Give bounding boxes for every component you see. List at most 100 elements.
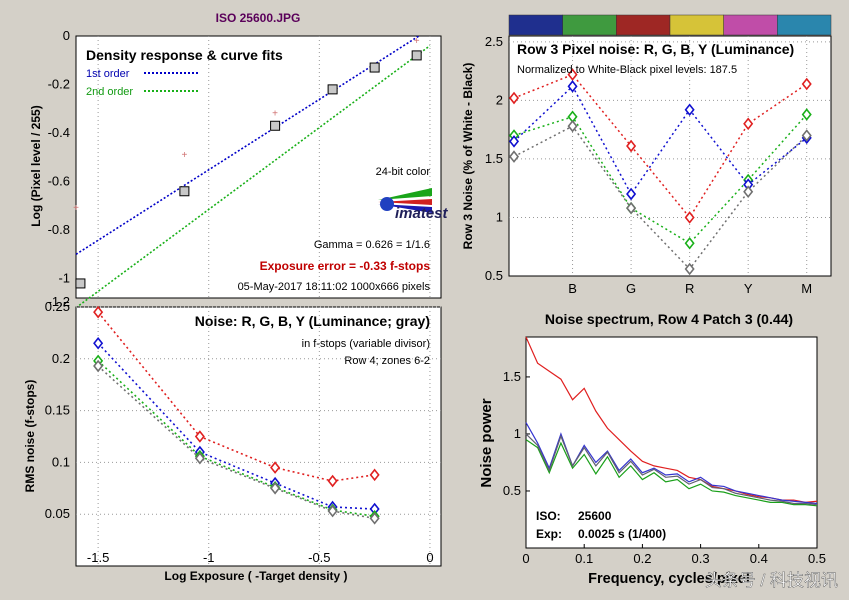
pixel-noise-point-r (801, 77, 812, 91)
patch-swatch (723, 14, 778, 36)
pixel-noise-point-r (508, 91, 520, 105)
pixel-noise-point-b (626, 187, 637, 201)
pixel-noise-grid (509, 36, 831, 276)
fit-2nd-order-line (75, 45, 431, 309)
noise-spectrum-xtick-label: 0.2 (633, 551, 651, 566)
density-panel: 0 -0.2 -0.4 -0.6 -0.8 -1 -1.2 + + + + Density res… (29, 28, 449, 309)
fstop-noise-ytick-label: 0.1 (52, 454, 70, 469)
measured-point (270, 120, 281, 131)
gamma-label: Gamma = 0.626 = 1/1.6 (314, 239, 430, 251)
pixel-noise-plot-area (508, 35, 832, 277)
watermark-text: 头条号 / 科技视讯 (705, 571, 838, 590)
noise-spectrum-ytick-label: 0.5 (503, 483, 521, 498)
noise-spectrum-xtick-label: 0.4 (750, 551, 768, 566)
pixel-noise-title: Row 3 Pixel noise: R, G, B, Y (Luminance… (517, 41, 794, 57)
noise-spectrum-xlabel: Frequency, cycles/pixel (588, 571, 750, 587)
pixel-noise-point-y (684, 262, 695, 276)
fstop-noise-point-y (270, 482, 281, 495)
pixel-noise-point-r (626, 139, 637, 153)
pixel-noise-point-y (626, 201, 637, 215)
fstop-noise-point-r (327, 474, 338, 488)
pixel-noise-point-r (684, 211, 695, 224)
fstop-noise-plot-area (75, 306, 442, 567)
noise-spectrum-xtick-label: 0 (522, 551, 529, 566)
fstop-noise-xtick-label: -1 (203, 550, 215, 565)
noise-spectrum-plot-area (525, 336, 818, 549)
pixel-noise-point-y (801, 129, 812, 142)
noise-spectrum-line-g (525, 439, 818, 507)
legend-1st-order: 1st order (86, 68, 130, 80)
density-markers: + + + + (73, 36, 422, 289)
pixel-noise-ytick-label: 0.5 (485, 268, 503, 283)
patch-color-swatches (508, 14, 832, 36)
measured-point (179, 186, 190, 197)
density-point-marker: + (181, 150, 187, 161)
density-tick-labels: 0 -0.2 -0.4 -0.6 -0.8 -1 -1.2 (48, 28, 70, 309)
imatest-logo-text: imatest (395, 205, 449, 222)
density-ytick-label: -0.8 (48, 222, 70, 237)
pixel-noise-point-b (684, 103, 695, 117)
density-plot-area (75, 35, 442, 299)
noise-spectrum-ytick-label: 1 (514, 426, 521, 441)
fstop-noise-ylabel: RMS noise (f-stops) (23, 380, 37, 493)
fstop-noise-series (93, 305, 380, 525)
measured-point (75, 278, 86, 289)
exposure-error-label: Exposure error = -0.33 f-stops (260, 259, 431, 273)
density-ytick-label: -0.6 (48, 174, 70, 189)
pixel-noise-panel: 2.5 2 1.5 1 0.5 B G R Y M Row 3 Pixel noise: R, G… (461, 14, 832, 296)
pixel-noise-line-g (513, 113, 808, 245)
pixel-noise-point-y (743, 185, 754, 198)
patch-swatch (508, 14, 563, 36)
pixel-noise-category-label: B (568, 281, 577, 296)
fstop-noise-xtick-label: -1.5 (87, 550, 109, 565)
fstop-noise-title: Noise: R, G, B, Y (Luminance; gray) (195, 313, 430, 329)
noise-spectrum-series (525, 336, 818, 507)
imatest-logo: imatest (378, 188, 449, 222)
noise-spectrum-tick-labels: 0 0.1 0.2 0.3 0.4 0.5 1.5 1 0.5 (503, 369, 826, 566)
pixel-noise-category-label: Y (744, 281, 753, 296)
density-title: Density response & curve fits (86, 47, 283, 63)
density-ytick-label: -1.2 (48, 294, 70, 309)
noise-spectrum-ylabel: Noise power (478, 398, 495, 487)
density-ytick-label: -1 (58, 271, 70, 286)
pixel-noise-ylabel: Row 3 Noise (% of White - Black) (461, 63, 475, 250)
exp-value: 0.0025 s (1/400) (578, 527, 666, 541)
noise-spectrum-panel: Noise spectrum, Row 4 Patch 3 (0.44) 0 0.… (478, 311, 826, 587)
density-ytick-label: 0 (63, 28, 70, 43)
fstop-noise-point-y (93, 359, 104, 373)
noise-spectrum-xtick-label: 0.3 (692, 551, 710, 566)
fstop-noise-xlabel: Log Exposure ( -Target density ) (164, 569, 347, 583)
measured-point (327, 84, 338, 95)
fstop-noise-subtitle-2: Row 4; zones 6-2 (344, 355, 430, 367)
density-ytick-label: -0.4 (48, 125, 70, 140)
pixel-noise-point-y (508, 150, 520, 163)
fstop-noise-panel: -1.5 -1 -0.5 0 0.25 0.2 0.15 0.1 0.05 Noise: R, … (23, 299, 442, 583)
file-title: ISO 25600.JPG (216, 11, 301, 25)
fstop-noise-ytick-label: 0.15 (45, 403, 70, 418)
fstop-noise-point-r (194, 430, 205, 443)
fstop-noise-point-b (93, 336, 104, 350)
legend-2nd-order: 2nd order (86, 86, 133, 98)
pixel-noise-point-r (567, 68, 578, 81)
pixel-noise-point-b (567, 80, 578, 93)
fstop-noise-ytick-label: 0.2 (52, 351, 70, 366)
noise-spectrum-ytick-label: 1.5 (503, 369, 521, 384)
color-depth-label: 24-bit color (376, 166, 431, 178)
pixel-noise-ytick-label: 2 (496, 92, 503, 107)
noise-spectrum-line-y (525, 433, 818, 506)
density-fit-lines (75, 35, 431, 309)
pixel-noise-ytick-label: 2.5 (485, 34, 503, 49)
pixel-noise-category-label: G (626, 281, 636, 296)
fstop-noise-point-y (327, 504, 338, 518)
exp-label: Exp: (536, 527, 562, 541)
measured-point (369, 62, 380, 73)
density-ytick-label: -0.2 (48, 77, 70, 92)
noise-spectrum-title: Noise spectrum, Row 4 Patch 3 (0.44) (545, 311, 793, 327)
fstop-noise-point-r (93, 305, 104, 319)
fstop-noise-point-r (369, 468, 380, 482)
patch-swatch (777, 14, 832, 36)
noise-spectrum-xtick-label: 0.5 (808, 551, 826, 566)
iso-value: 25600 (578, 509, 612, 523)
fstop-noise-point-y (194, 451, 205, 465)
